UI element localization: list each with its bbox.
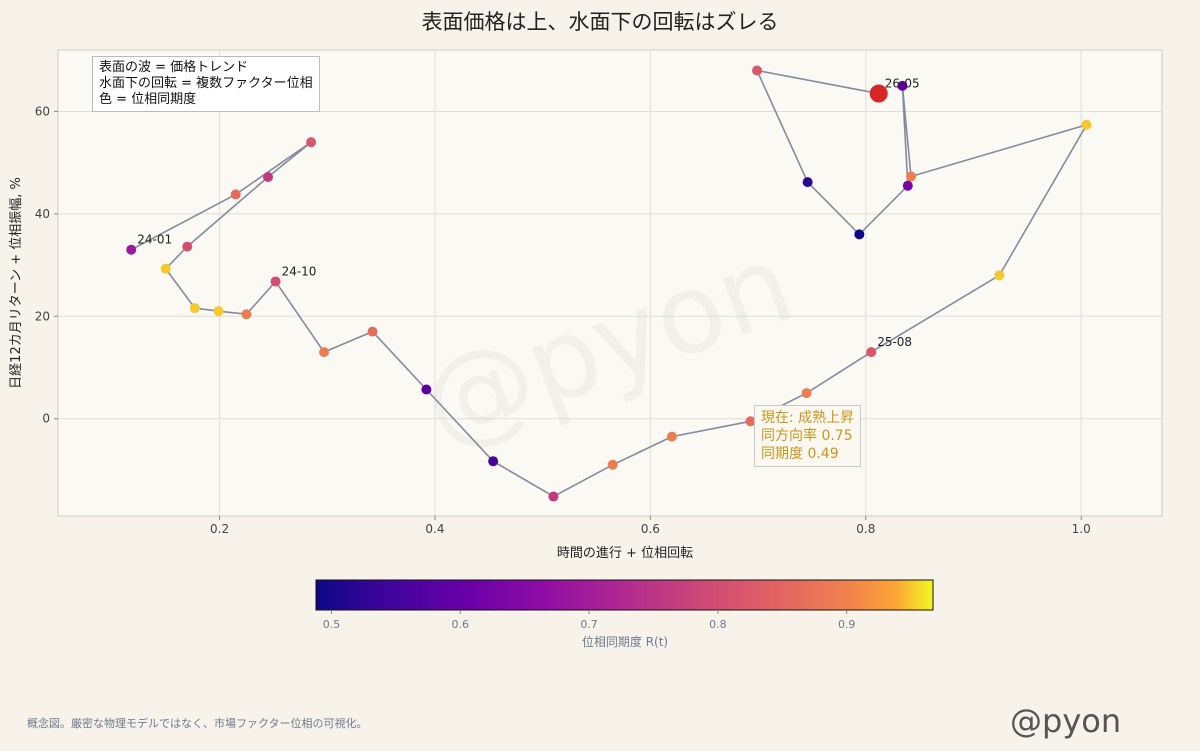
data-point bbox=[666, 431, 677, 442]
point-labels: 24-01 24-10 25-08 26-05 bbox=[137, 77, 919, 350]
legend-line-rotation: 水面下の回転 = 複数ファクター位相 bbox=[99, 76, 313, 91]
y-tick-label: 0 bbox=[42, 412, 50, 426]
data-point bbox=[1081, 119, 1092, 130]
data-point bbox=[906, 171, 917, 182]
x-axis-label: 時間の進行 + 位相回転 bbox=[557, 546, 693, 561]
data-point bbox=[897, 80, 908, 91]
data-point bbox=[994, 270, 1005, 281]
data-point bbox=[270, 276, 281, 287]
data-point bbox=[213, 306, 224, 317]
data-point bbox=[866, 347, 877, 358]
y-tick-label: 60 bbox=[35, 104, 50, 118]
data-point bbox=[319, 347, 330, 358]
data-point bbox=[421, 384, 432, 395]
status-sync: 同期度 0.49 bbox=[761, 446, 839, 462]
data-point bbox=[306, 137, 317, 148]
data-point bbox=[230, 189, 241, 200]
colorbar-tick-label: 0.8 bbox=[709, 618, 727, 631]
plot-area bbox=[57, 49, 1163, 517]
data-point bbox=[902, 180, 913, 191]
status-phase: 現在: 成熟上昇 bbox=[761, 410, 855, 426]
trajectory-line bbox=[130, 69, 1089, 498]
data-point bbox=[126, 244, 137, 255]
point-label: 26-05 bbox=[885, 77, 920, 91]
legend-line-color: 色 = 位相同期度 bbox=[99, 92, 197, 107]
axes: 0.2 0.4 0.6 0.8 1.0 0 20 40 60 bbox=[35, 104, 1091, 536]
point-label: 25-08 bbox=[877, 335, 912, 349]
colorbar-tick-label: 0.5 bbox=[323, 618, 341, 631]
data-point bbox=[752, 65, 763, 76]
x-tick-label: 0.4 bbox=[425, 522, 444, 536]
point-label: 24-10 bbox=[282, 264, 317, 278]
legend-box: 表面の波 = 価格トレンド 水面下の回転 = 複数ファクター位相 色 = 位相同… bbox=[92, 56, 320, 112]
data-point bbox=[160, 263, 171, 274]
data-point bbox=[263, 171, 274, 182]
data-point bbox=[189, 303, 200, 314]
data-point bbox=[854, 229, 865, 240]
status-box: 現在: 成熟上昇 同方向率 0.75 同期度 0.49 bbox=[754, 405, 862, 467]
x-tick-label: 0.2 bbox=[210, 522, 229, 536]
data-point bbox=[802, 177, 813, 188]
trajectory-segment bbox=[756, 69, 879, 95]
data-point bbox=[241, 309, 252, 320]
data-point bbox=[607, 459, 618, 470]
y-tick-label: 40 bbox=[35, 207, 50, 221]
y-axis-label: 日経12カ月リターン + 位相振幅, % bbox=[9, 177, 24, 389]
colorbar-tick-label: 0.6 bbox=[452, 618, 470, 631]
colorbar-ticks: 0.5 0.6 0.7 0.8 0.9 bbox=[323, 610, 856, 631]
colorbar-tick-label: 0.9 bbox=[838, 618, 856, 631]
points bbox=[126, 65, 1092, 502]
data-point bbox=[745, 416, 756, 427]
data-point bbox=[488, 456, 499, 467]
trajectory-polyline bbox=[130, 70, 1089, 498]
y-tick-label: 20 bbox=[35, 309, 50, 323]
legend-line-surface: 表面の波 = 価格トレンド bbox=[99, 60, 249, 75]
point-label: 24-01 bbox=[137, 233, 172, 247]
data-point bbox=[367, 326, 378, 337]
colorbar-tick-label: 0.7 bbox=[580, 618, 598, 631]
author-handle: @pyon bbox=[1010, 702, 1122, 740]
data-point bbox=[801, 388, 812, 399]
x-tick-label: 0.8 bbox=[856, 522, 875, 536]
x-tick-label: 1.0 bbox=[1072, 522, 1091, 536]
status-direction-rate: 同方向率 0.75 bbox=[761, 428, 853, 444]
x-tick-label: 0.6 bbox=[641, 522, 660, 536]
current-point bbox=[869, 84, 888, 103]
colorbar bbox=[315, 579, 934, 611]
data-point bbox=[182, 241, 193, 252]
data-point bbox=[548, 491, 559, 502]
chart-title: 表面価格は上、水面下の回転はズレる bbox=[421, 10, 779, 34]
colorbar-label: 位相同期度 R(t) bbox=[581, 635, 669, 649]
footnote: 概念図。厳密な物理モデルではなく、市場ファクター位相の可視化。 bbox=[27, 717, 368, 730]
